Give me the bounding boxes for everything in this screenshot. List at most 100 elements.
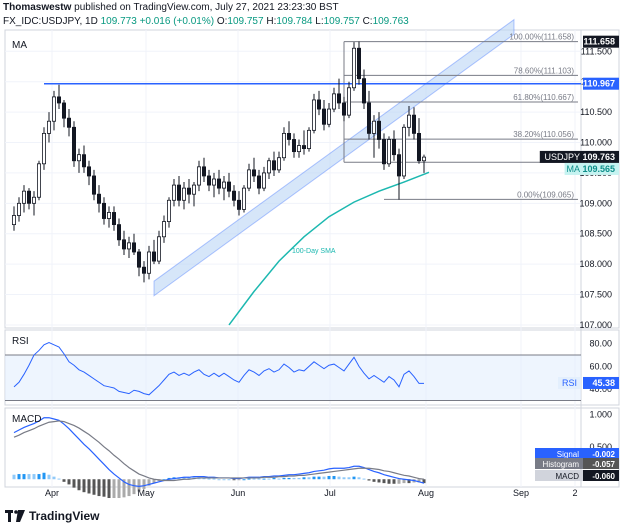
candle: [221, 175, 226, 201]
candle: [47, 112, 52, 143]
macd-histogram-bar: [282, 477, 286, 480]
candle-body: [211, 178, 216, 186]
candle-body: [281, 132, 286, 159]
macd-histogram-bar: [137, 479, 141, 492]
price-pane[interactable]: 100.00%(111.658) 78.60%(111.103) 61.80%(11…: [11, 18, 581, 326]
candle-body: [261, 172, 266, 189]
price-tag-box: [539, 150, 583, 163]
candle-body: [26, 190, 31, 204]
close-value: 109.763: [372, 16, 409, 27]
macd-histogram-bar: [127, 479, 131, 497]
candle: [42, 127, 47, 170]
x-tick-label: 2: [572, 488, 577, 498]
low-value: 109.757: [323, 16, 360, 27]
chart-header: Thomaswestw published on TradingView.com…: [3, 2, 339, 13]
macd-value-box: [583, 470, 619, 481]
macd-histogram-bar: [337, 476, 341, 480]
candle-body: [141, 266, 146, 274]
candle-body: [216, 178, 221, 189]
macd-tag: Signal: [557, 450, 579, 459]
macd-histogram-bar: [187, 477, 191, 480]
footer-brand-text[interactable]: TradingView: [29, 509, 100, 523]
macd-histogram-bar: [82, 479, 86, 493]
candle: [67, 109, 72, 137]
candle: [376, 112, 381, 149]
candle: [196, 160, 201, 192]
candle: [276, 151, 281, 173]
grid-lines: [5, 30, 581, 487]
rsi-band: [5, 355, 581, 401]
macd-histogram-bar: [322, 476, 326, 480]
candle-body: [341, 102, 346, 116]
candle-body: [67, 117, 72, 128]
macd-histogram-bar: [197, 477, 201, 480]
candle-body: [406, 114, 411, 128]
candle: [236, 191, 241, 216]
candle-body: [411, 114, 416, 134]
candle-body: [136, 251, 141, 268]
candle: [226, 172, 231, 198]
candle: [136, 248, 141, 277]
last-price: 109.773: [100, 16, 137, 27]
macd-histogram-bar: [12, 474, 16, 480]
candle-body: [361, 78, 366, 104]
candle-body: [326, 108, 331, 125]
candle: [246, 163, 251, 192]
candle: [296, 139, 301, 158]
macd-histogram-bar: [372, 479, 376, 482]
macd-histogram-bar: [357, 477, 361, 480]
macd-histogram-bar: [362, 478, 366, 480]
candle: [381, 133, 386, 170]
rsi-pane[interactable]: RSI: [5, 336, 581, 401]
candle-body: [206, 175, 211, 186]
candle: [216, 169, 221, 195]
macd-histogram-bar: [312, 476, 316, 480]
macd-pane[interactable]: MACD: [12, 414, 426, 499]
symbol-name[interactable]: FX_IDC:USDJPY, 1D: [3, 16, 98, 27]
candle-body: [226, 181, 231, 192]
macd-histogram-bar: [52, 476, 56, 480]
candle-body: [16, 202, 21, 216]
macd-histogram-bar: [107, 479, 111, 499]
macd-histogram-bar: [142, 479, 146, 489]
candle: [176, 175, 181, 207]
candle-body: [87, 166, 92, 177]
author-name[interactable]: Thomaswestw: [3, 2, 72, 13]
macd-histogram-bar: [247, 478, 251, 480]
rsi-tag-box: [558, 376, 580, 389]
candle-body: [291, 139, 296, 153]
price-label-box: [583, 77, 619, 90]
macd-histogram-bar: [397, 479, 401, 484]
macd-histogram-bar: [57, 478, 61, 480]
candle-body: [112, 212, 117, 226]
candle-body: [146, 251, 151, 274]
macd-value: -0.002: [592, 450, 615, 459]
rsi-tick-label: 40.00: [589, 384, 612, 394]
candle: [37, 160, 42, 201]
candle: [156, 230, 161, 265]
macd-histogram-bar: [217, 479, 221, 481]
candle-body: [156, 236, 161, 262]
candle-body: [386, 139, 391, 165]
candle: [186, 179, 191, 204]
candle-body: [92, 175, 97, 195]
macd-histogram-bar: [277, 478, 281, 480]
open-value: 109.757: [227, 16, 264, 27]
macd-histogram-bar: [347, 477, 351, 480]
price-label: 109.763: [582, 152, 615, 162]
candle: [331, 87, 336, 113]
x-tick-label: May: [137, 488, 155, 498]
candle-body: [376, 120, 381, 140]
macd-histogram-bar: [417, 479, 421, 483]
y-tick-label: 107.000: [579, 320, 612, 330]
candle: [122, 230, 127, 256]
macd-histogram-bar: [117, 479, 121, 499]
candle: [371, 115, 376, 158]
candle: [82, 145, 87, 173]
candle: [166, 197, 171, 228]
candle-body: [42, 132, 47, 165]
candle-body: [421, 156, 426, 162]
macd-histogram-bar: [97, 479, 101, 497]
macd-histogram-bar: [317, 476, 321, 480]
